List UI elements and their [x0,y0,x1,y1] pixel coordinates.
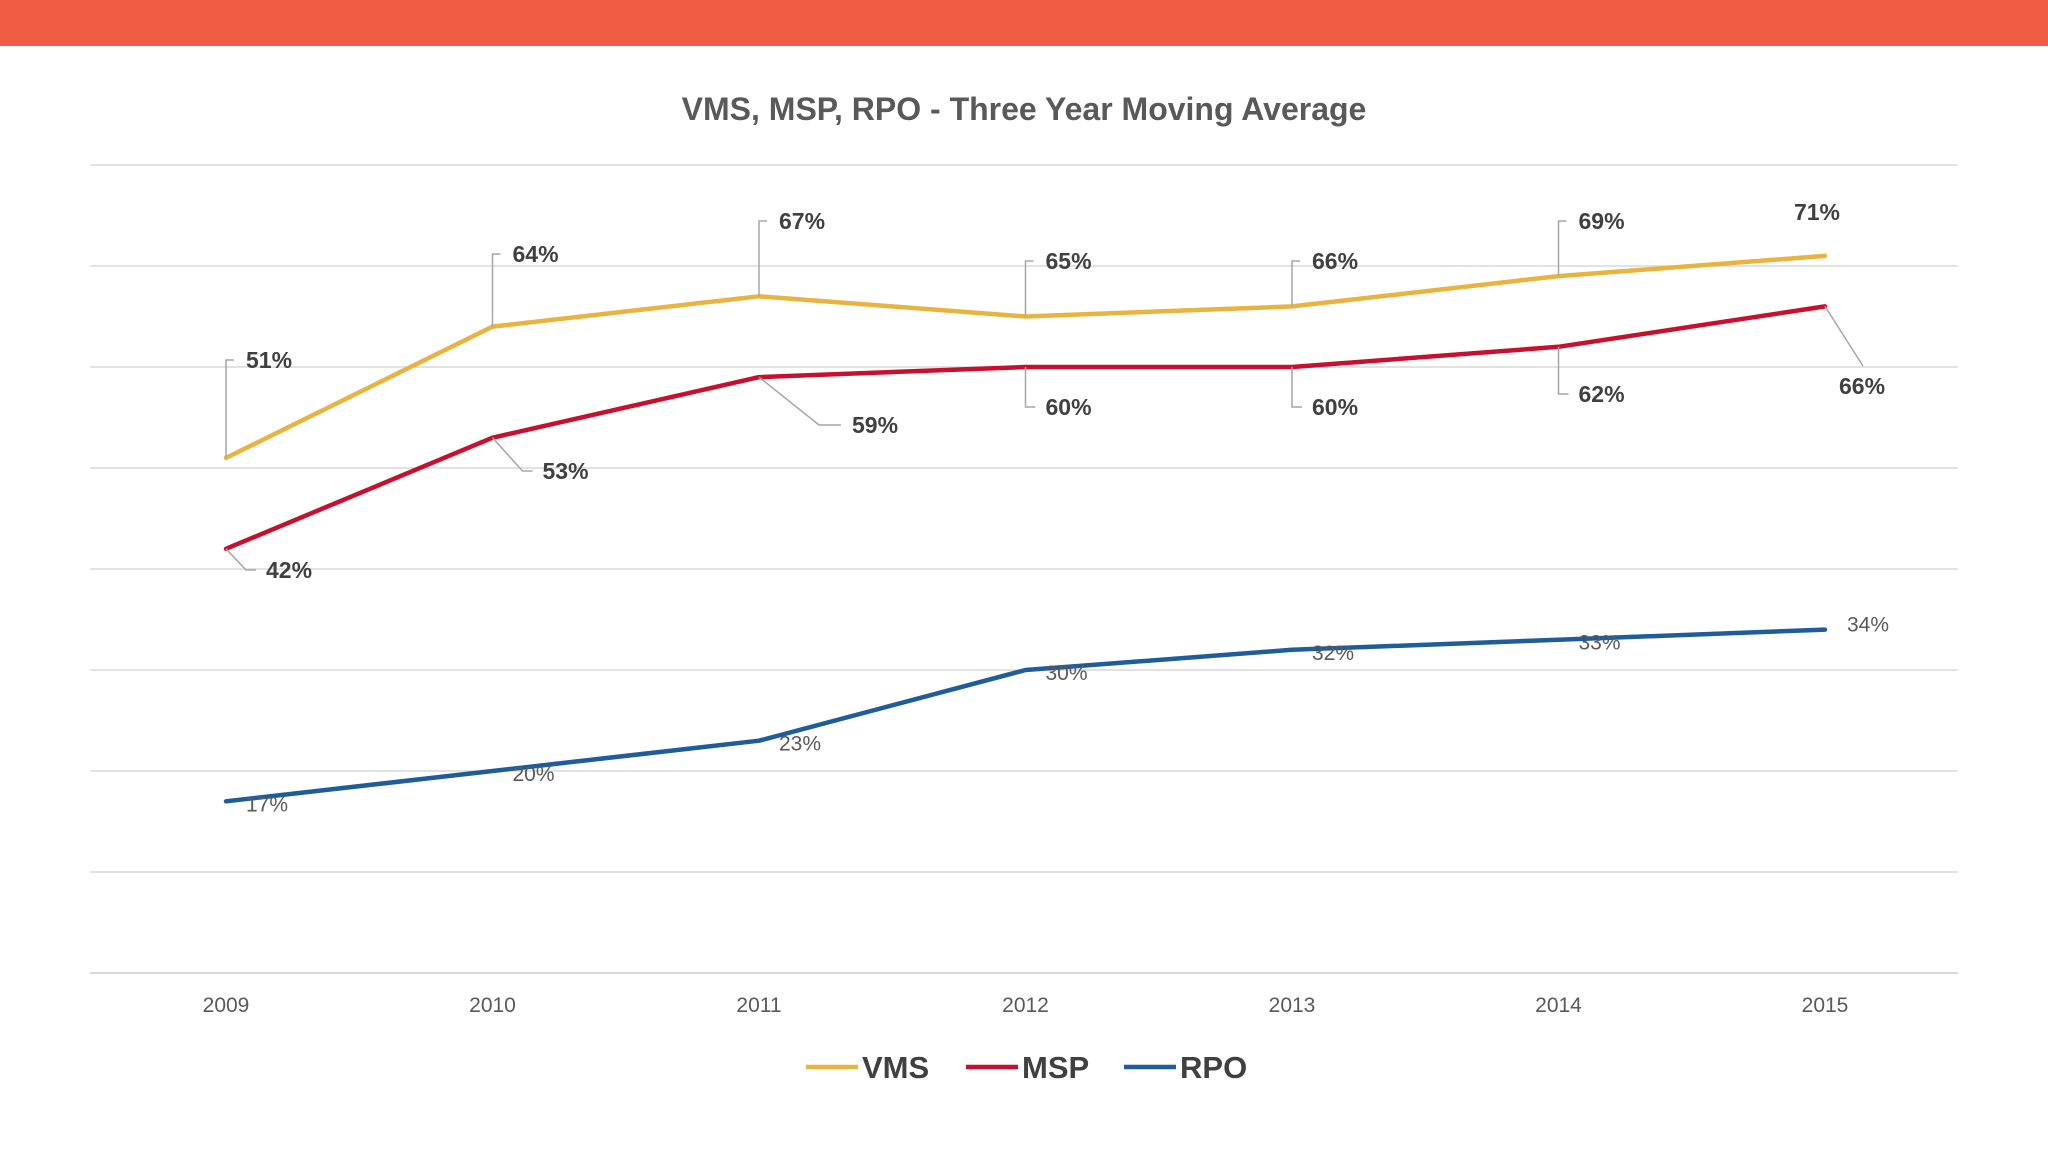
series-line-msp [223,304,1828,552]
leader-line [491,253,501,327]
data-label-rpo: 34% [1847,614,1889,637]
leader-line [758,220,767,297]
data-label-vms: 69% [1579,208,1625,234]
data-label-msp: 59% [852,412,898,438]
data-label-msp: 62% [1579,381,1625,407]
leader-line [758,376,841,426]
data-label-msp: 53% [543,458,589,484]
leader-line [225,548,256,571]
leader-line [1024,260,1034,317]
data-label-rpo: 33% [1579,632,1621,655]
legend-label-msp: MSP [1022,1050,1089,1085]
leader-line [1291,367,1302,408]
data-label-vms: 71% [1794,199,1840,225]
top-banner [0,0,2048,46]
chart-title: VMS, MSP, RPO - Three Year Moving Averag… [682,91,1367,127]
data-label-vms: 66% [1312,248,1358,274]
x-tick-label: 2014 [1535,994,1582,1017]
data-label-rpo: 17% [246,793,288,816]
leader-line [491,437,533,472]
series-lines [223,253,1828,804]
data-label-vms: 67% [779,208,825,234]
data-label-rpo: 32% [1312,642,1354,665]
data-label-msp: 42% [266,557,312,583]
leader-line [1024,367,1036,408]
x-tick-label: 2015 [1802,994,1849,1017]
data-label-vms: 64% [513,241,559,267]
leader-line [1557,220,1567,277]
data-label-vms: 65% [1046,248,1092,274]
data-label-vms: 51% [246,347,292,373]
data-label-msp: 60% [1312,394,1358,420]
data-label-msp: 60% [1046,394,1092,420]
x-tick-label: 2012 [1002,994,1049,1017]
data-labels: 51% 64% 67% 65% 66% 69% 71% 42% 53% 59% 60% 60% 62% 6… [225,199,1889,816]
series-line-rpo [223,627,1828,804]
data-label-rpo: 30% [1046,662,1088,685]
x-tick-label: 2011 [736,994,781,1017]
x-tick-label: 2010 [469,994,516,1017]
legend-label-rpo: RPO [1180,1050,1247,1085]
legend-label-vms: VMS [862,1050,929,1085]
leader-line [1291,260,1300,307]
leader-line [225,359,234,458]
data-label-rpo: 20% [513,763,555,786]
x-axis-ticks: 2009 2010 2011 2012 2013 2014 2015 [203,994,1849,1017]
data-label-msp: 66% [1839,373,1885,399]
x-tick-label: 2009 [203,994,250,1017]
gridlines [90,164,1958,974]
data-label-rpo: 23% [779,733,821,756]
leader-line [1824,305,1864,367]
legend: VMS MSP RPO [806,1050,1247,1085]
x-tick-label: 2013 [1269,994,1316,1017]
leader-line [1557,346,1569,395]
